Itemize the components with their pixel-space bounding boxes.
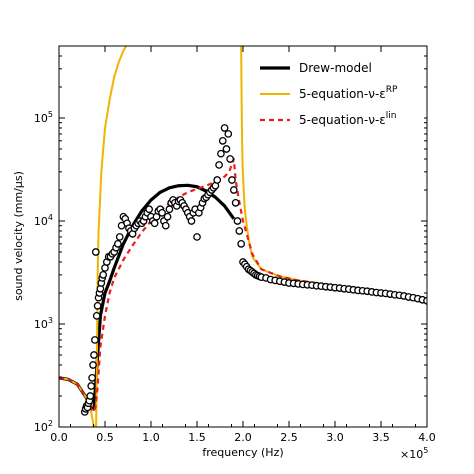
data-point	[224, 130, 233, 138]
y-axis-label: sound velocity (mm/μs)	[12, 171, 25, 301]
x-tick-label: 4.0	[418, 431, 436, 444]
data-point	[91, 248, 100, 256]
legend-label-main: Drew-model	[299, 61, 372, 75]
x-multiplier-base: ×10	[400, 448, 423, 461]
data-point	[150, 219, 159, 228]
data-point	[193, 233, 201, 241]
svg-text:×105: ×105	[400, 446, 428, 461]
data-point	[228, 176, 236, 184]
x-axis-ticks: 0.0 0.5 1.0 1.5 2.0 2.5 3.0 3.5 4.0	[50, 46, 436, 444]
x-tick-label: 1.5	[188, 431, 206, 444]
data-point	[235, 227, 244, 235]
data-point	[114, 240, 122, 248]
legend-label: Drew-model	[299, 61, 372, 75]
legend-label-sup: RP	[386, 85, 398, 95]
data-point	[92, 311, 101, 320]
x-multiplier-exp: 5	[423, 446, 428, 455]
y-tick-exp: 5	[48, 110, 53, 119]
y-tick-base: 10	[34, 318, 48, 331]
x-axis-multiplier: ×105	[400, 446, 428, 461]
y-tick-base: 10	[34, 112, 48, 125]
legend-label: 5-equation-ν-εlin	[299, 111, 396, 127]
legend-label-main: 5-equation-ν-ε	[299, 113, 386, 127]
data-point	[99, 270, 108, 279]
data-point	[89, 361, 97, 369]
legend: Drew-model5-equation-ν-εRP5-equation-ν-ε…	[252, 52, 424, 138]
data-point	[217, 149, 225, 158]
x-tick-label: 0.0	[50, 431, 68, 444]
data-point	[145, 205, 154, 214]
data-point	[231, 199, 240, 207]
x-tick-label: 3.0	[326, 431, 344, 444]
y-tick-exp: 3	[48, 316, 53, 325]
x-tick-label: 0.5	[96, 431, 114, 444]
y-tick-label: 104	[34, 213, 53, 228]
x-tick-label: 2.5	[280, 431, 298, 444]
data-point	[215, 161, 223, 169]
legend-label-sup: lin	[386, 111, 397, 121]
data-point	[86, 392, 95, 400]
marker-layer	[80, 124, 427, 416]
data-point	[161, 221, 170, 230]
legend-label-main: 5-equation-ν-ε	[299, 87, 386, 101]
y-tick-base: 10	[34, 215, 48, 228]
data-point	[163, 212, 172, 221]
data-point	[187, 217, 196, 225]
x-axis-label: frequency (Hz)	[202, 446, 283, 459]
data-point	[158, 208, 166, 217]
x-tick-label: 1.0	[142, 431, 160, 444]
y-tick-exp: 4	[48, 213, 53, 222]
y-tick-label: 105	[34, 110, 53, 125]
legend-label: 5-equation-ν-εRP	[299, 85, 398, 101]
y-tick-label: 103	[34, 316, 53, 331]
data-point	[165, 205, 174, 214]
data-point	[226, 155, 234, 163]
data-point	[88, 374, 96, 382]
data-point	[220, 124, 229, 132]
y-tick-base: 10	[34, 421, 48, 434]
data-point	[93, 302, 102, 310]
data-point	[229, 186, 238, 194]
y-tick-label: 102	[34, 419, 53, 434]
data-point	[87, 382, 96, 390]
data-point	[90, 351, 98, 359]
data-point	[237, 240, 246, 248]
data-point	[213, 176, 222, 184]
data-point	[91, 336, 99, 344]
data-point	[218, 137, 227, 145]
x-tick-label: 2.0	[234, 431, 252, 444]
x-tick-label: 3.5	[372, 431, 390, 444]
data-point	[115, 233, 124, 241]
data-point	[222, 145, 231, 153]
y-tick-exp: 2	[48, 419, 53, 428]
data-point	[233, 217, 242, 225]
